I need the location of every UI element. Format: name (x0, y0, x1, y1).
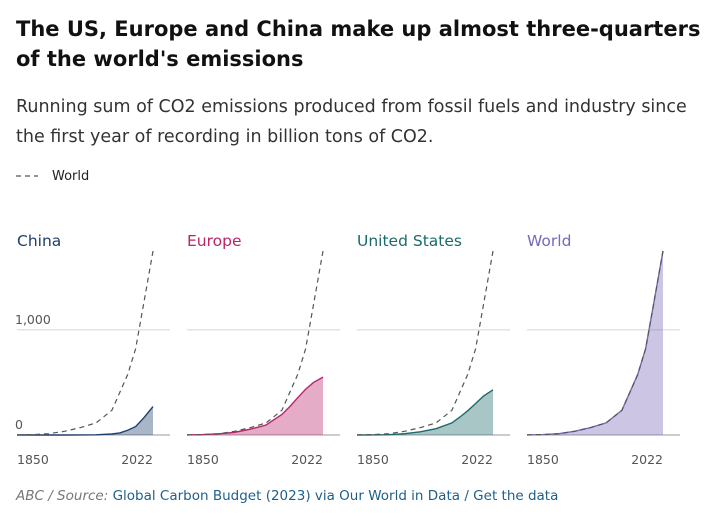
area-united-states (357, 389, 493, 435)
panel-united-states: United States 1850 2022 (356, 232, 510, 467)
dashed-line-swatch-icon (16, 175, 38, 177)
panel-world: World 1850 2022 (526, 232, 680, 467)
world-reference-line-united-states (356, 250, 494, 436)
x-tick-label-world-start: 1850 (527, 452, 559, 467)
x-tick-label-united-states-start: 1850 (357, 452, 389, 467)
x-tick-label-united-states-end: 2022 (461, 452, 493, 467)
legend: World (16, 166, 89, 186)
world-reference-line-china (16, 250, 154, 436)
area-china (17, 406, 153, 435)
area-europe (187, 377, 323, 435)
y-tick-label-0: 0 (15, 417, 23, 432)
line-china (17, 406, 154, 436)
legend-label-world: World (52, 168, 90, 184)
line-united-states (356, 389, 494, 436)
panel-china: China 0 1,000 1850 2022 (15, 232, 170, 467)
x-tick-label-europe-end: 2022 (291, 452, 323, 467)
panel-title-world: World (527, 232, 571, 250)
world-reference-line-europe (186, 250, 324, 436)
panel-title-united-states: United States (357, 232, 462, 250)
x-tick-label-china-start: 1850 (17, 452, 49, 467)
x-tick-label-europe-start: 1850 (187, 452, 219, 467)
get-the-data-link[interactable]: Get the data (473, 488, 559, 504)
x-tick-label-china-end: 2022 (121, 452, 153, 467)
x-tick-label-world-end: 2022 (631, 452, 663, 467)
source-note: ABC / Source: Global Carbon Budget (2023… (16, 488, 558, 504)
chart-title: The US, Europe and China make up almost … (16, 17, 701, 71)
panel-europe: Europe 1850 2022 (186, 232, 340, 467)
panel-title-china: China (17, 232, 61, 250)
panel-title-europe: Europe (187, 232, 242, 250)
source-separator: / (464, 488, 469, 504)
chart-subtitle: Running sum of CO2 emissions produced fr… (16, 97, 687, 147)
source-link[interactable]: Global Carbon Budget (2023) via Our Worl… (112, 488, 461, 504)
y-tick-label-1000: 1,000 (15, 312, 51, 327)
world-reference-line-world (526, 250, 664, 436)
source-prefix: ABC / Source: (16, 488, 109, 504)
area-world (527, 251, 663, 435)
